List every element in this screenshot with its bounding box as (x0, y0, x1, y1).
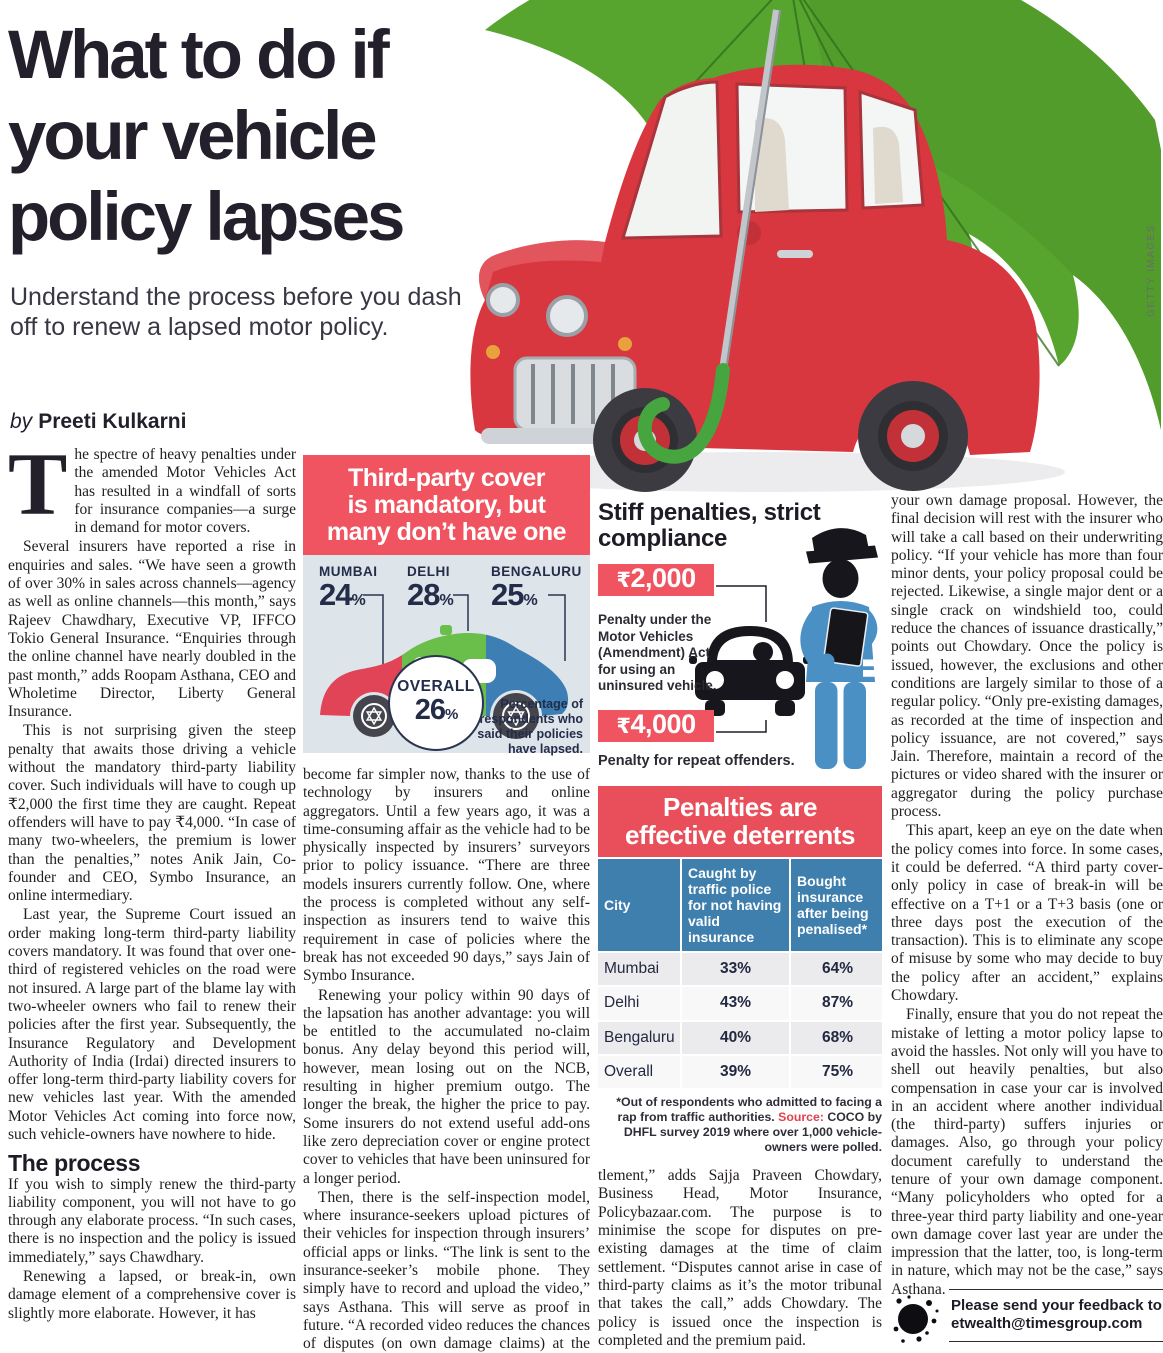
penalty-amount-repeat: ₹4,000 (598, 710, 714, 743)
cell-caught-pct: 39% (682, 1055, 789, 1089)
column-1-text: Several insurers have reported a rise in… (8, 538, 296, 1144)
table-row: Mumbai 33% 64% (598, 953, 882, 986)
source-label: Source: (778, 1110, 824, 1125)
cell-city: Bengaluru (598, 1021, 680, 1054)
car-umbrella-illustration-svg (465, 0, 1161, 492)
umbrella-pole (637, 9, 781, 464)
penalty-desc-repeat: Penalty for repeat offenders. (598, 753, 795, 769)
overall-stat-badge: OVERALL 26% (388, 655, 484, 751)
table-header-row: City Caught by traffic police for not ha… (598, 859, 882, 951)
cell-city: Overall (598, 1055, 680, 1089)
cell-caught-pct: 40% (682, 1021, 789, 1054)
table-header-caught: Caught by traffic police for not having … (682, 859, 789, 951)
byline: by Preeti Kulkarni (10, 410, 186, 434)
paragraph: If you wish to simply renew the third-pa… (8, 1175, 296, 1266)
penalties-table: Penalties are effective deterrents City … (598, 786, 882, 1155)
third-party-cover-infographic: Third-party cover is mandatory, but many… (303, 455, 590, 756)
paragraph: Several insurers have reported a rise in… (8, 538, 296, 721)
infographic-body: MUMBAI 24% DELHI 28% BENGALURU 25% OVERA… (303, 555, 590, 756)
cell-bought-pct: 64% (791, 953, 882, 986)
table-row: Delhi 43% 87% (598, 987, 882, 1020)
column-3-text: tlement,” adds Sajja Praveen Chowdary, B… (598, 1167, 882, 1350)
connector-lines (363, 594, 566, 667)
article-column-3: Stiff penalties, strict compliance ₹2,00… (598, 500, 882, 1353)
penalties-art-svg (689, 528, 878, 769)
headline-line-2: your vehicle (8, 97, 378, 174)
headline-line-1: What to do if (8, 16, 390, 93)
connector-lines (716, 585, 767, 733)
column-2-text: become far simpler now, thanks to the us… (303, 766, 590, 1353)
city-stat-bengaluru: BENGALURU 25% (491, 564, 582, 613)
cell-bought-pct: 87% (791, 987, 882, 1020)
subtitle: Understand the process before you dash o… (10, 283, 462, 341)
section-heading-process: The process (8, 1150, 141, 1177)
headline-line-3: policy lapses (8, 178, 405, 255)
ink-splat-icon (893, 1295, 939, 1343)
paragraph: Then, there is the self-inspection model… (303, 1188, 590, 1353)
cell-caught-pct: 43% (682, 987, 789, 1020)
paragraph: Renewing your policy within 90 days of t… (303, 986, 590, 1187)
feedback-box: Please send your feedback to etwealth@ti… (891, 1289, 1163, 1351)
cell-caught-pct: 33% (682, 953, 789, 986)
paragraph: your own damage proposal. However, the f… (891, 492, 1163, 821)
paragraph: become far simpler now, thanks to the us… (303, 766, 590, 985)
paragraph: This is not surprising given the steep p… (8, 722, 296, 905)
infographic-title: Third-party cover is mandatory, but many… (303, 455, 590, 555)
table-header-city: City (598, 859, 680, 951)
byline-prefix: by (10, 410, 33, 433)
wheel-icon (493, 693, 539, 739)
column-4-text: your own damage proposal. However, the f… (891, 492, 1163, 1299)
penalty-amount-first: ₹2,000 (598, 564, 714, 597)
paragraph: tlement,” adds Sajja Praveen Chowdary, B… (598, 1167, 882, 1349)
feedback-email[interactable]: etwealth@timesgroup.com (951, 1315, 1143, 1332)
table-footnote: *Out of respondents who admitted to faci… (616, 1095, 882, 1155)
lead-paragraph: The spectre of heavy penalties under the… (8, 446, 296, 537)
city-stat-delhi: DELHI 28% (407, 564, 454, 613)
paragraph: Renewing a lapsed, or break-in, own dama… (8, 1268, 296, 1322)
article-column-4: your own damage proposal. However, the f… (891, 492, 1163, 1353)
table-header-bought: Bought insurance after being penalised* (791, 859, 882, 951)
page-title: What to do if your vehicle policy lapses (8, 14, 508, 257)
article-column-1: The spectre of heavy penalties under the… (8, 446, 296, 1353)
table-body: Mumbai 33% 64% Delhi 43% 87% Bengaluru 4… (598, 953, 882, 1089)
process-text: If you wish to simply renew the third-pa… (8, 1176, 296, 1323)
rear-wheel (858, 381, 968, 491)
cell-bought-pct: 68% (791, 1021, 882, 1054)
table-title: Penalties are effective deterrents (598, 786, 882, 857)
table-row: Overall 39% 75% (598, 1055, 882, 1089)
stiff-penalties-graphic: Stiff penalties, strict compliance ₹2,00… (598, 500, 882, 782)
infographic-caption: Percentage of respond­ents who said thei… (477, 697, 583, 756)
table-row: Bengaluru 40% 68% (598, 1021, 882, 1054)
car-front-icon (689, 626, 811, 716)
cell-city: Mumbai (598, 953, 680, 986)
wheel-icon (353, 695, 395, 737)
city-stat-mumbai: MUMBAI 24% (319, 564, 378, 613)
feedback-line: Please send your feedback to (951, 1297, 1162, 1314)
cell-city: Delhi (598, 987, 680, 1020)
paragraph: This apart, keep an eye on the date when… (891, 822, 1163, 1005)
article-column-2: Third-party cover is mandatory, but many… (303, 455, 590, 1353)
paragraph: Finally, ensure that you do not repeat t… (891, 1006, 1163, 1298)
cell-bought-pct: 75% (791, 1055, 882, 1089)
byline-author: Preeti Kulkarni (38, 410, 187, 433)
penalties-heading: Stiff penalties, strict compliance (598, 500, 821, 552)
police-officer-icon (800, 528, 878, 769)
paragraph: Last year, the Supreme Court issued an o… (8, 906, 296, 1143)
feedback-text: Please send your feedback to etwealth@ti… (949, 1289, 1163, 1342)
photo-credit: GETTY IMAGES (1146, 224, 1157, 317)
penalty-desc-first: Penalty under the Motor Vehicles (Amendm… (598, 612, 717, 693)
hero-illustration (455, 0, 1163, 498)
